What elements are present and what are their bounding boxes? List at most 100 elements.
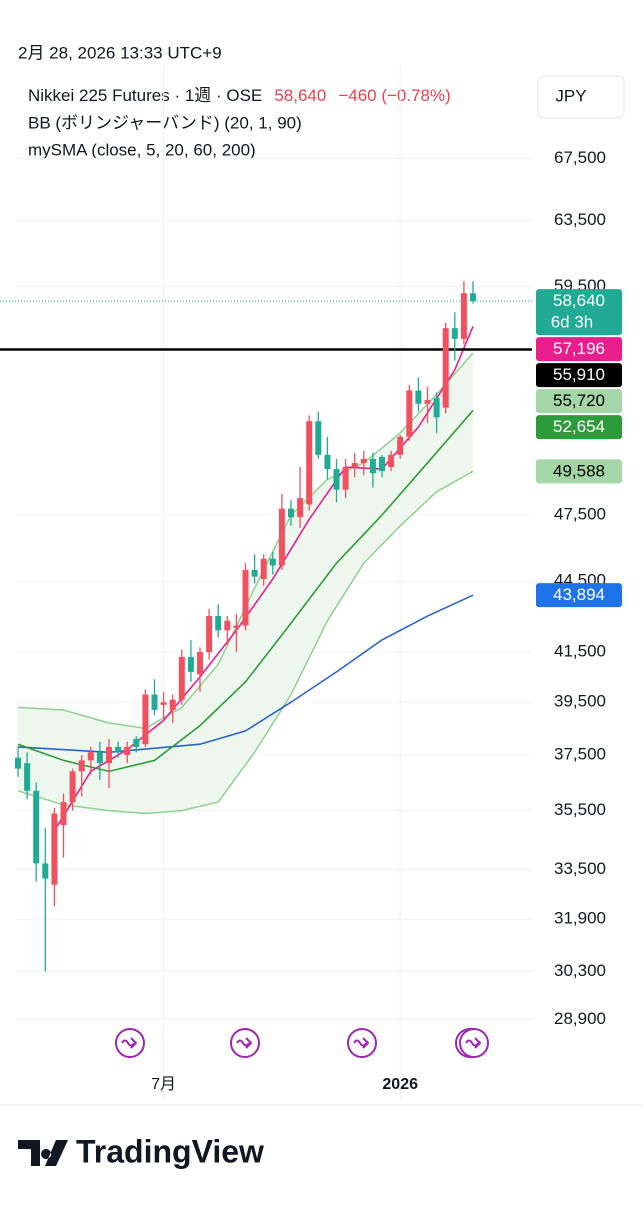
event-arrow	[353, 1037, 370, 1049]
candle-body	[206, 616, 213, 653]
countdown: 6d 3h	[551, 313, 594, 332]
logo: TradingView	[18, 1133, 264, 1169]
event-icons	[115, 1028, 489, 1058]
candle-body	[342, 467, 349, 490]
candle-body	[33, 790, 40, 864]
price-label: 49,588	[553, 461, 605, 480]
price-label: 55,720	[553, 391, 605, 410]
sma-line	[17, 409, 474, 773]
timestamp: 2月 28, 2026 13:33 UTC+9	[18, 43, 222, 62]
brand: TradingView	[76, 1133, 264, 1169]
event-arrow	[465, 1037, 482, 1049]
band-upper	[17, 352, 474, 730]
candle-body	[69, 771, 76, 803]
candle-body	[369, 458, 376, 474]
candle-body	[397, 436, 404, 455]
x-tick-label: 7月	[151, 1076, 176, 1093]
candle-body	[269, 558, 276, 566]
logo-mark	[18, 1140, 68, 1166]
y-tick-label: 31,900	[554, 909, 606, 928]
currency[interactable]: JPY	[555, 86, 586, 105]
event-icon	[230, 1028, 260, 1058]
candle-body	[233, 625, 240, 628]
candle-body	[379, 456, 385, 472]
sma-line	[17, 594, 474, 754]
y-tick-label: 39,500	[554, 692, 606, 711]
candle-body	[297, 498, 304, 518]
price-label: 58,640	[553, 291, 605, 310]
y-tick-label: 67,500	[554, 148, 606, 167]
y-tick-label: 41,500	[554, 642, 606, 661]
price-label: 52,654	[553, 417, 605, 436]
candle-body	[124, 746, 131, 755]
price-label-box	[536, 415, 622, 440]
candle-body	[251, 569, 258, 577]
symbol: Nikkei 225 Futures · 1週 · OSE	[28, 86, 262, 105]
event-arrow	[121, 1037, 138, 1049]
candle-body	[42, 863, 49, 879]
event-arrow	[236, 1037, 253, 1049]
candle-body	[78, 760, 85, 772]
candle-body	[278, 508, 285, 566]
price-label-box	[536, 389, 622, 414]
y-tick-label: 37,500	[554, 744, 606, 763]
candle-body	[242, 569, 249, 626]
y-tick-label: 30,300	[554, 961, 606, 980]
candle-body	[451, 328, 458, 339]
indicator-legend: mySMA (close, 5, 20, 60, 200)	[28, 140, 256, 159]
price-label-box	[536, 289, 622, 336]
y-tick-label: 28,900	[554, 1009, 606, 1028]
price-label-box	[536, 363, 622, 388]
indicator-legend: BB (ボリンジャーバンド) (20, 1, 90)	[28, 113, 302, 132]
candle-body	[106, 746, 112, 764]
band-lower	[17, 470, 474, 815]
candle-body	[351, 462, 358, 468]
candle-body	[388, 454, 395, 468]
candle-body	[415, 390, 422, 404]
event-icon	[459, 1028, 489, 1058]
candle-body	[360, 458, 367, 463]
candle-body	[142, 694, 149, 745]
candle-body	[288, 508, 294, 518]
y-tick-label: 63,500	[554, 210, 606, 229]
candle-body	[115, 746, 122, 753]
y-tick-label: 47,500	[554, 505, 606, 524]
last-price: 58,640	[274, 86, 326, 105]
price-label-box	[536, 337, 622, 362]
candle-body	[406, 390, 413, 437]
price-label: 55,910	[553, 365, 605, 384]
candle-body	[87, 752, 94, 761]
candle-body	[215, 616, 222, 631]
candle-body	[51, 813, 58, 885]
candle-body	[306, 421, 313, 505]
symbol-line: Nikkei 225 Futures · 1週 · OSE 58,640 −460 …	[28, 86, 451, 105]
y-tick-label: 35,500	[554, 800, 606, 819]
candle-body	[433, 398, 440, 418]
event-icon	[115, 1028, 145, 1058]
candle-body	[187, 657, 194, 672]
x-tick-label: 2026	[382, 1076, 418, 1093]
y-tick-label: 33,500	[554, 859, 606, 878]
candle-body	[470, 293, 476, 302]
price-change: −460 (−0.78%)	[338, 86, 450, 105]
candle-body	[96, 752, 103, 764]
candle-body	[169, 699, 176, 710]
candle-body	[260, 558, 267, 579]
candle-body	[442, 328, 449, 408]
candle-body	[324, 454, 331, 470]
candle-body	[178, 657, 185, 700]
candle-body	[15, 757, 21, 769]
price-label: 57,196	[553, 339, 605, 358]
currency-button[interactable]	[537, 75, 625, 119]
candle-body	[197, 652, 203, 675]
candle-body	[333, 469, 340, 490]
candle-body	[60, 802, 67, 826]
candle-body	[24, 763, 31, 791]
candle-body	[224, 620, 231, 631]
price-label-box	[536, 583, 622, 608]
price-label: 43,894	[553, 585, 605, 604]
candle-body	[315, 421, 322, 455]
candle-body	[133, 738, 140, 747]
price-label-box	[536, 459, 622, 484]
